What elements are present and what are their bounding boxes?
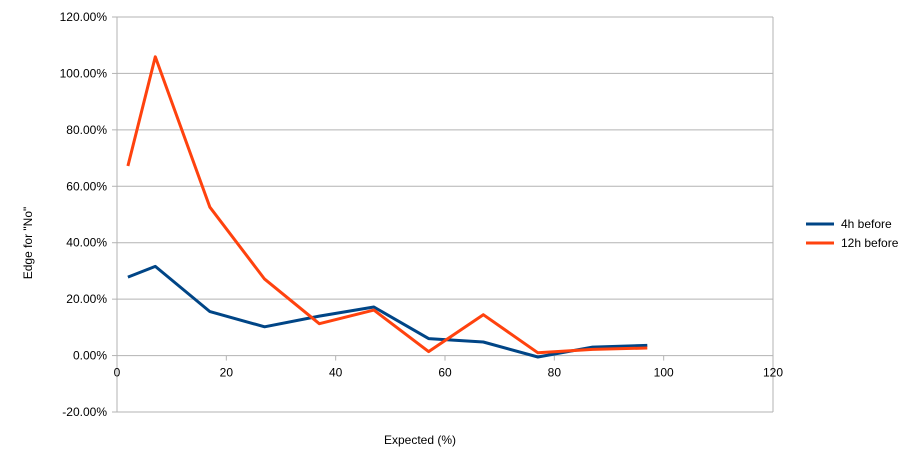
y-tick-label: 20.00% (66, 292, 107, 306)
x-tick-label: 80 (548, 366, 562, 380)
y-tick-label: -20.00% (62, 405, 107, 419)
y-tick-label: 100.00% (60, 66, 108, 80)
x-axis-tick-labels: 0 20 40 60 80 100 120 (114, 366, 784, 380)
legend-label: 4h before (841, 217, 892, 231)
legend-label: 12h before (841, 236, 899, 250)
y-tick-label: 80.00% (66, 123, 107, 137)
gridlines (112, 16, 774, 413)
y-tick-label: 120.00% (60, 10, 108, 24)
y-axis-label: Edge for "No" (21, 207, 35, 280)
series-line-4h-before (127, 264, 648, 359)
y-tick-label: 0.00% (73, 349, 107, 363)
x-tick-label: 20 (220, 366, 234, 380)
y-axis-tick-labels: -20.00% 0.00% 20.00% 40.00% 60.00% 80.00% 100.… (60, 10, 108, 419)
x-tick-label: 100 (654, 366, 674, 380)
y-tick-label: 60.00% (66, 179, 107, 193)
x-tick-label: 0 (114, 366, 121, 380)
series-line-12h-before (126, 55, 648, 355)
x-tick-label: 120 (763, 366, 783, 380)
y-tick-label: 40.00% (66, 236, 107, 250)
series-lines (126, 55, 648, 359)
x-axis-label: Expected (%) (384, 433, 456, 447)
x-tick-label: 60 (438, 366, 452, 380)
legend: 4h before 12h before (806, 217, 899, 250)
x-tick-label: 40 (329, 366, 343, 380)
